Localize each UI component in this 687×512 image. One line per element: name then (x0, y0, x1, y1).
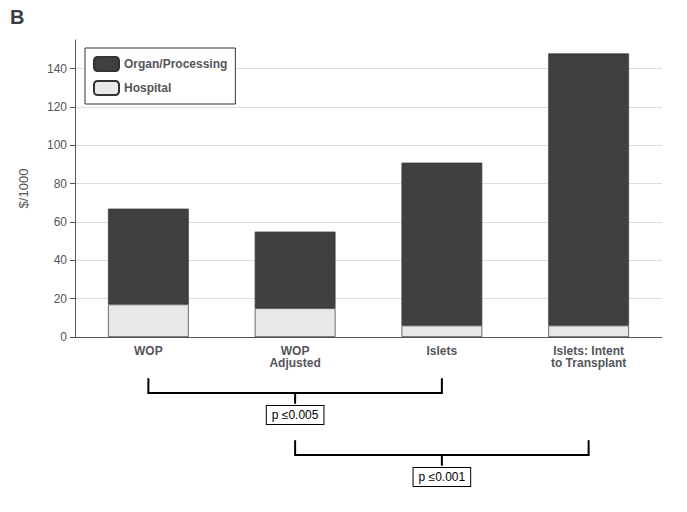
svg-text:40: 40 (54, 253, 68, 267)
svg-text:p ≤0.005: p ≤0.005 (272, 408, 319, 422)
svg-text:WOP: WOP (280, 344, 310, 358)
svg-text:Organ/Processing: Organ/Processing (124, 57, 227, 71)
svg-text:100: 100 (47, 138, 67, 152)
svg-text:B: B (10, 6, 24, 28)
svg-text:to Transplant: to Transplant (551, 356, 626, 370)
svg-text:0: 0 (60, 330, 67, 344)
svg-text:140: 140 (47, 62, 67, 76)
svg-text:Islets: Islets (427, 344, 458, 358)
svg-text:Adjusted: Adjusted (269, 356, 320, 370)
svg-text:Islets: Intent: Islets: Intent (553, 344, 624, 358)
svg-text:Hospital: Hospital (124, 81, 171, 95)
svg-text:$/1000: $/1000 (16, 169, 31, 209)
svg-text:WOP: WOP (134, 344, 163, 358)
svg-text:p ≤0.001: p ≤0.001 (419, 470, 466, 484)
svg-text:80: 80 (54, 177, 68, 191)
svg-text:60: 60 (54, 215, 68, 229)
svg-text:20: 20 (54, 292, 68, 306)
svg-text:120: 120 (47, 100, 67, 114)
